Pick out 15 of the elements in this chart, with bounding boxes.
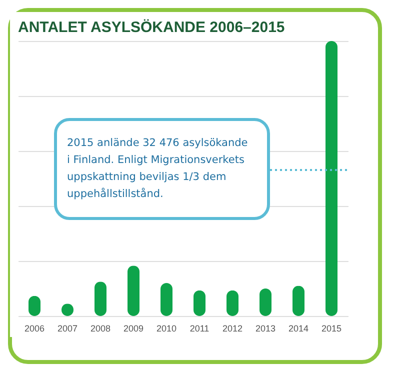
- annotation: 2015 anlände 32 476 asylsökande i Finland. Enligt Migrationsverkets uppskattning beviljas 1/3 dem uppehållstillstånd.: [67, 136, 249, 202]
- x-tick-label: 2008: [90, 324, 111, 334]
- x-tick-label: 2009: [123, 324, 144, 334]
- x-tick-label: 2014: [288, 324, 309, 334]
- x-tick-label: 2015: [321, 324, 342, 334]
- bar: [326, 41, 338, 316]
- bar: [94, 282, 106, 316]
- bar: [128, 266, 140, 316]
- x-tick-label: 2012: [222, 324, 243, 334]
- x-tick-label: 2007: [57, 324, 78, 334]
- x-tick-label: 2013: [255, 324, 276, 334]
- x-tick-label: 2011: [190, 324, 210, 334]
- chart-title: ANTALET ASYLSÖKANDE 2006–2015: [18, 19, 285, 36]
- x-tick-label: 2006: [24, 324, 45, 334]
- x-tick-label: 2010: [156, 324, 177, 334]
